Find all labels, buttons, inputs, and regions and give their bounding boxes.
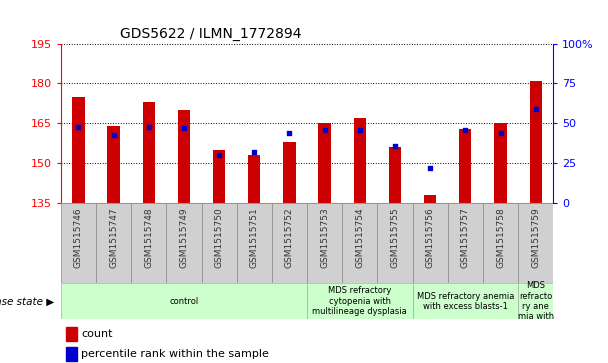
Text: disease state ▶: disease state ▶ xyxy=(0,296,55,306)
Bar xyxy=(66,347,77,361)
Bar xyxy=(354,118,366,203)
Text: GSM1515754: GSM1515754 xyxy=(355,207,364,268)
Bar xyxy=(307,283,413,319)
Bar xyxy=(143,102,155,203)
Bar xyxy=(178,110,190,203)
Bar xyxy=(483,203,518,283)
Text: GSM1515749: GSM1515749 xyxy=(179,207,188,268)
Bar xyxy=(283,142,295,203)
Bar xyxy=(201,203,237,283)
Bar xyxy=(72,97,85,203)
Text: GSM1515755: GSM1515755 xyxy=(390,207,399,268)
Bar xyxy=(307,203,342,283)
Bar xyxy=(319,123,331,203)
Bar xyxy=(213,150,225,203)
Point xyxy=(144,124,154,130)
Point xyxy=(531,106,541,112)
Text: control: control xyxy=(169,297,199,306)
Bar xyxy=(389,147,401,203)
Point xyxy=(214,152,224,158)
Bar xyxy=(424,195,437,203)
Text: GSM1515750: GSM1515750 xyxy=(215,207,224,268)
Bar xyxy=(494,123,506,203)
Text: MDS
refracto
ry ane
mia with: MDS refracto ry ane mia with xyxy=(517,281,554,321)
Text: MDS refractory anemia
with excess blasts-1: MDS refractory anemia with excess blasts… xyxy=(416,291,514,311)
Text: percentile rank within the sample: percentile rank within the sample xyxy=(81,349,269,359)
Point xyxy=(109,132,119,138)
Text: GSM1515746: GSM1515746 xyxy=(74,207,83,268)
Text: count: count xyxy=(81,329,113,339)
Text: GSM1515751: GSM1515751 xyxy=(250,207,259,268)
Text: GSM1515756: GSM1515756 xyxy=(426,207,435,268)
Bar xyxy=(342,203,378,283)
Text: GSM1515758: GSM1515758 xyxy=(496,207,505,268)
Point xyxy=(285,130,294,136)
Point xyxy=(460,127,470,133)
Bar xyxy=(459,129,471,203)
Text: GSM1515748: GSM1515748 xyxy=(144,207,153,268)
Bar xyxy=(237,203,272,283)
Bar xyxy=(66,327,77,341)
Point xyxy=(425,165,435,171)
Point xyxy=(179,125,188,131)
Bar xyxy=(530,81,542,203)
Bar xyxy=(378,203,413,283)
Text: GSM1515757: GSM1515757 xyxy=(461,207,470,268)
Bar xyxy=(518,203,553,283)
Bar xyxy=(248,155,260,203)
Point xyxy=(249,149,259,155)
Bar xyxy=(131,203,167,283)
Text: GSM1515752: GSM1515752 xyxy=(285,207,294,268)
Point xyxy=(320,127,330,133)
Text: GDS5622 / ILMN_1772894: GDS5622 / ILMN_1772894 xyxy=(120,27,302,41)
Bar xyxy=(413,283,518,319)
Bar xyxy=(413,203,447,283)
Text: MDS refractory
cytopenia with
multilineage dysplasia: MDS refractory cytopenia with multilinea… xyxy=(313,286,407,316)
Point xyxy=(496,130,505,136)
Bar xyxy=(96,203,131,283)
Bar xyxy=(108,126,120,203)
Bar xyxy=(272,203,307,283)
Bar xyxy=(447,203,483,283)
Text: GSM1515753: GSM1515753 xyxy=(320,207,329,268)
Bar xyxy=(61,283,307,319)
Point xyxy=(355,127,365,133)
Bar xyxy=(167,203,201,283)
Text: GSM1515759: GSM1515759 xyxy=(531,207,540,268)
Point xyxy=(74,124,83,130)
Text: GSM1515747: GSM1515747 xyxy=(109,207,118,268)
Bar xyxy=(518,283,553,319)
Bar xyxy=(61,203,96,283)
Point xyxy=(390,143,400,149)
